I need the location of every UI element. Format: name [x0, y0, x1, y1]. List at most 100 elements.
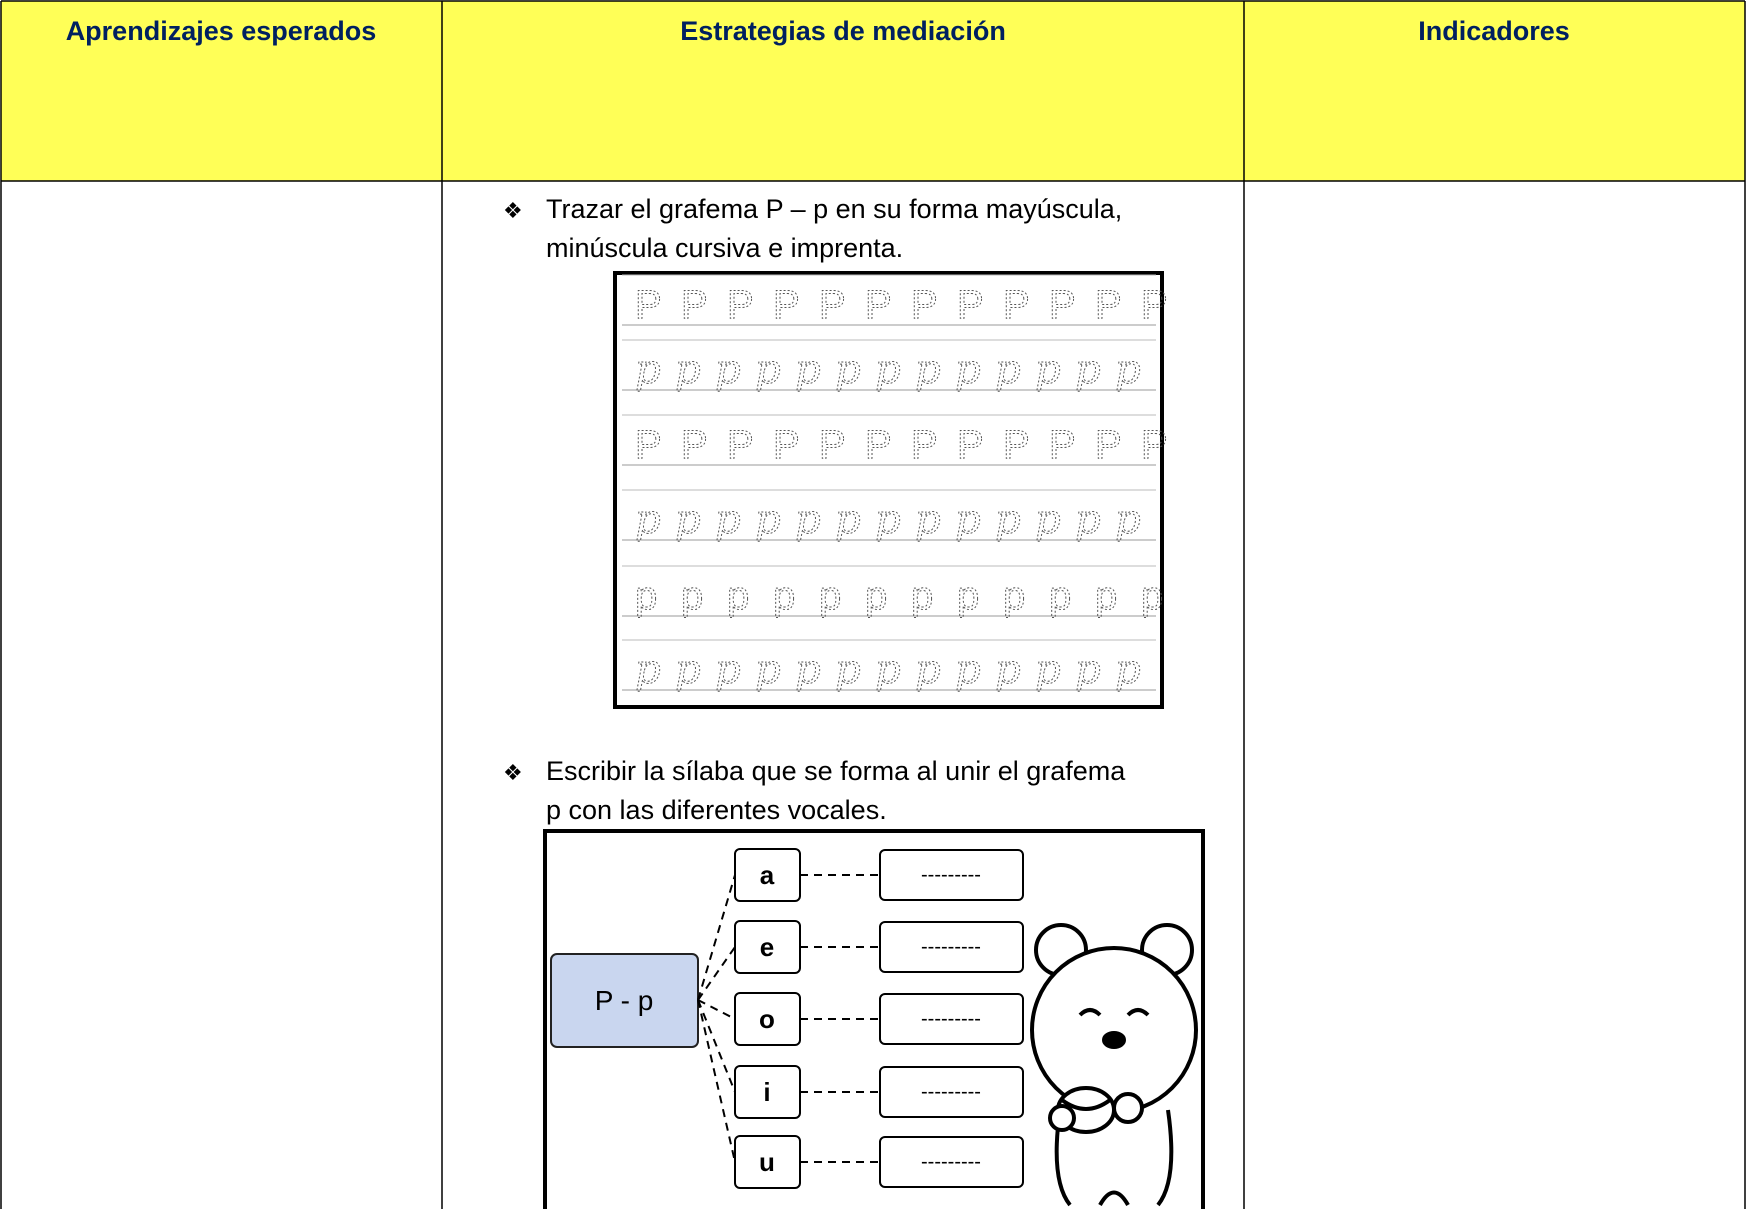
tracing-sheet: [613, 271, 1164, 709]
tracing-letter: p: [957, 574, 979, 618]
tracing-letter: p: [1075, 647, 1101, 693]
tracing-letter: p: [819, 574, 841, 618]
tracing-letter: p: [875, 497, 901, 543]
tracing-letter: p: [715, 497, 741, 543]
tracing-letter: p: [1035, 497, 1061, 543]
strategy-text: p con las diferentes vocales.: [546, 795, 887, 825]
bear: [1030, 923, 1198, 1207]
syllable-sheet: [543, 829, 1205, 1209]
answer-blank: ---------: [921, 864, 981, 886]
connector: [697, 946, 736, 1001]
tracing-letter: P: [1003, 283, 1030, 327]
answer-blank: ---------: [921, 1008, 981, 1030]
tracing-letter: p: [875, 647, 901, 693]
tracing-letter: p: [675, 647, 701, 693]
tracing-letter: p: [795, 497, 821, 543]
tracing-letter: p: [681, 574, 703, 618]
tracing-letter: p: [727, 574, 749, 618]
tracing-letter: p: [635, 347, 661, 393]
header-cell: Indicadores: [1418, 16, 1570, 46]
tracing-letter: p: [995, 497, 1021, 543]
vowel: u: [759, 1147, 775, 1177]
tracing-letter: P: [681, 283, 708, 327]
tracing-letter: P: [1141, 283, 1168, 327]
tracing-letter: P: [865, 423, 892, 467]
tracing-letter: P: [1095, 423, 1122, 467]
connector: [697, 999, 736, 1163]
bullet: ❖: [503, 760, 523, 785]
tracing-letter: P: [957, 283, 984, 327]
tracing-letter: p: [1075, 347, 1101, 393]
tracing-letter: p: [865, 574, 887, 618]
tracing-letter: p: [1095, 574, 1117, 618]
tracing-letter: P: [1141, 423, 1168, 467]
tracing-letter: p: [875, 347, 901, 393]
tracing-letter: p: [915, 347, 941, 393]
strategy-text: minúscula cursiva e imprenta.: [546, 233, 903, 263]
tracing-letter: P: [727, 283, 754, 327]
tracing-letter: p: [955, 647, 981, 693]
tracing-letter: p: [835, 347, 861, 393]
tracing-letter: P: [865, 283, 892, 327]
tracing-letter: p: [1141, 574, 1163, 618]
tracing-letter: P: [819, 283, 846, 327]
connector: [697, 999, 736, 1093]
tracing-letter: p: [835, 497, 861, 543]
tracing-letter: p: [955, 347, 981, 393]
vowel: e: [760, 932, 774, 962]
tracing-letter: p: [1115, 497, 1141, 543]
tracing-letter: p: [635, 574, 657, 618]
tracing-letter: P: [635, 423, 662, 467]
tracing-letter: p: [795, 647, 821, 693]
tracing-letter: P: [727, 423, 754, 467]
bullet: ❖: [503, 198, 523, 223]
tracing-letter: P: [1049, 423, 1076, 467]
tracing-letter: P: [957, 423, 984, 467]
tracing-letter: p: [795, 347, 821, 393]
vowel: a: [760, 860, 775, 890]
strategy-text: Escribir la sílaba que se forma al unir …: [546, 756, 1126, 786]
answer-blank: ---------: [921, 1081, 981, 1103]
tracing-letter: p: [635, 497, 661, 543]
header-fill: [1, 1, 1745, 181]
answer-box: [879, 1066, 1024, 1118]
strategy-text: Trazar el grafema P – p en su forma mayú…: [546, 194, 1122, 224]
tracing-letter: p: [755, 647, 781, 693]
tracing-letter: p: [915, 647, 941, 693]
tracing-letter: p: [915, 497, 941, 543]
tracing-letter: p: [755, 497, 781, 543]
tracing-letter: p: [635, 647, 661, 693]
answer-box: [879, 921, 1024, 973]
answer-box: [879, 1136, 1024, 1188]
header-cell: Estrategias de mediación: [680, 16, 1006, 46]
tracing-letter: p: [911, 574, 933, 618]
tracing-letter: P: [681, 423, 708, 467]
tracing-letter: P: [773, 423, 800, 467]
tracing-letter: p: [715, 647, 741, 693]
tracing-letter: p: [1075, 497, 1101, 543]
tracing-letter: P: [911, 283, 938, 327]
tracing-letter: P: [773, 283, 800, 327]
tracing-letter: p: [755, 347, 781, 393]
tracing-letter: p: [995, 347, 1021, 393]
tracing-letter: P: [1003, 423, 1030, 467]
connector: [697, 999, 736, 1020]
tracing-letter: p: [675, 347, 701, 393]
tracing-letter: p: [835, 647, 861, 693]
tracing-letter: P: [635, 283, 662, 327]
tracing-letter: p: [1115, 347, 1141, 393]
vowel: i: [763, 1077, 770, 1107]
answer-blank: ---------: [921, 936, 981, 958]
answer-box: [879, 849, 1024, 901]
answer-blank: ---------: [921, 1151, 981, 1173]
connector: [697, 874, 736, 1001]
source-text: P - p: [595, 985, 654, 1016]
tracing-letter: P: [911, 423, 938, 467]
tracing-letter: p: [715, 347, 741, 393]
tracing-letter: p: [1003, 574, 1025, 618]
header-cell: Aprendizajes esperados: [66, 16, 377, 46]
tracing-letter: p: [1049, 574, 1071, 618]
